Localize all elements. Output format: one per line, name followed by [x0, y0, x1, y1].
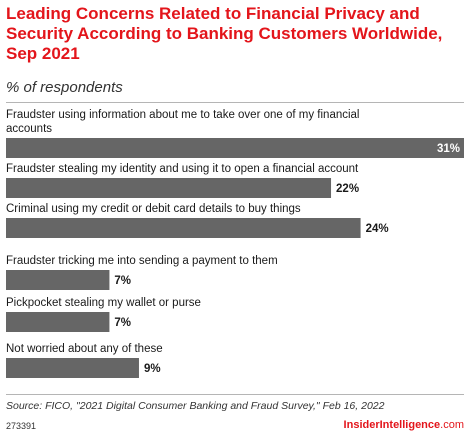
brand-part2: Intelligence — [379, 419, 441, 431]
bar — [6, 312, 110, 332]
chart-subtitle: % of respondents — [6, 79, 123, 96]
brand-suffix: .com — [440, 419, 464, 431]
value-label: 7% — [114, 275, 131, 287]
category-label: Fraudster stealing my identity and using… — [6, 163, 359, 175]
value-label: 9% — [144, 363, 161, 375]
category-label: Fraudster using information about me to … — [6, 109, 360, 121]
bar — [6, 270, 110, 290]
category-label: Criminal using my credit or debit card d… — [6, 203, 301, 215]
value-label: 31% — [437, 143, 460, 155]
brand-part1: Insider — [343, 419, 380, 431]
value-label: 7% — [114, 317, 131, 329]
category-label: Pickpocket stealing my wallet or purse — [6, 297, 201, 309]
category-label: Fraudster tricking me into sending a pay… — [6, 255, 278, 267]
bar — [6, 358, 139, 378]
bar-chart: Fraudster using information about me to … — [6, 109, 464, 378]
value-label: 22% — [336, 183, 359, 195]
category-label: accounts — [6, 123, 52, 135]
bar — [6, 178, 332, 198]
chart-id: 273391 — [6, 421, 37, 431]
chart-title: Leading Concerns Related to Financial Pr… — [6, 4, 443, 63]
category-label: Not worried about any of these — [6, 343, 163, 355]
bottom-divider — [6, 394, 464, 395]
value-label: 24% — [366, 223, 389, 235]
bar — [6, 138, 464, 158]
chart-source: Source: FICO, "2021 Digital Consumer Ban… — [6, 400, 385, 412]
top-divider — [6, 102, 464, 103]
brand-logo[interactable]: InsiderIntelligence.com — [344, 419, 464, 431]
bar — [6, 218, 361, 238]
